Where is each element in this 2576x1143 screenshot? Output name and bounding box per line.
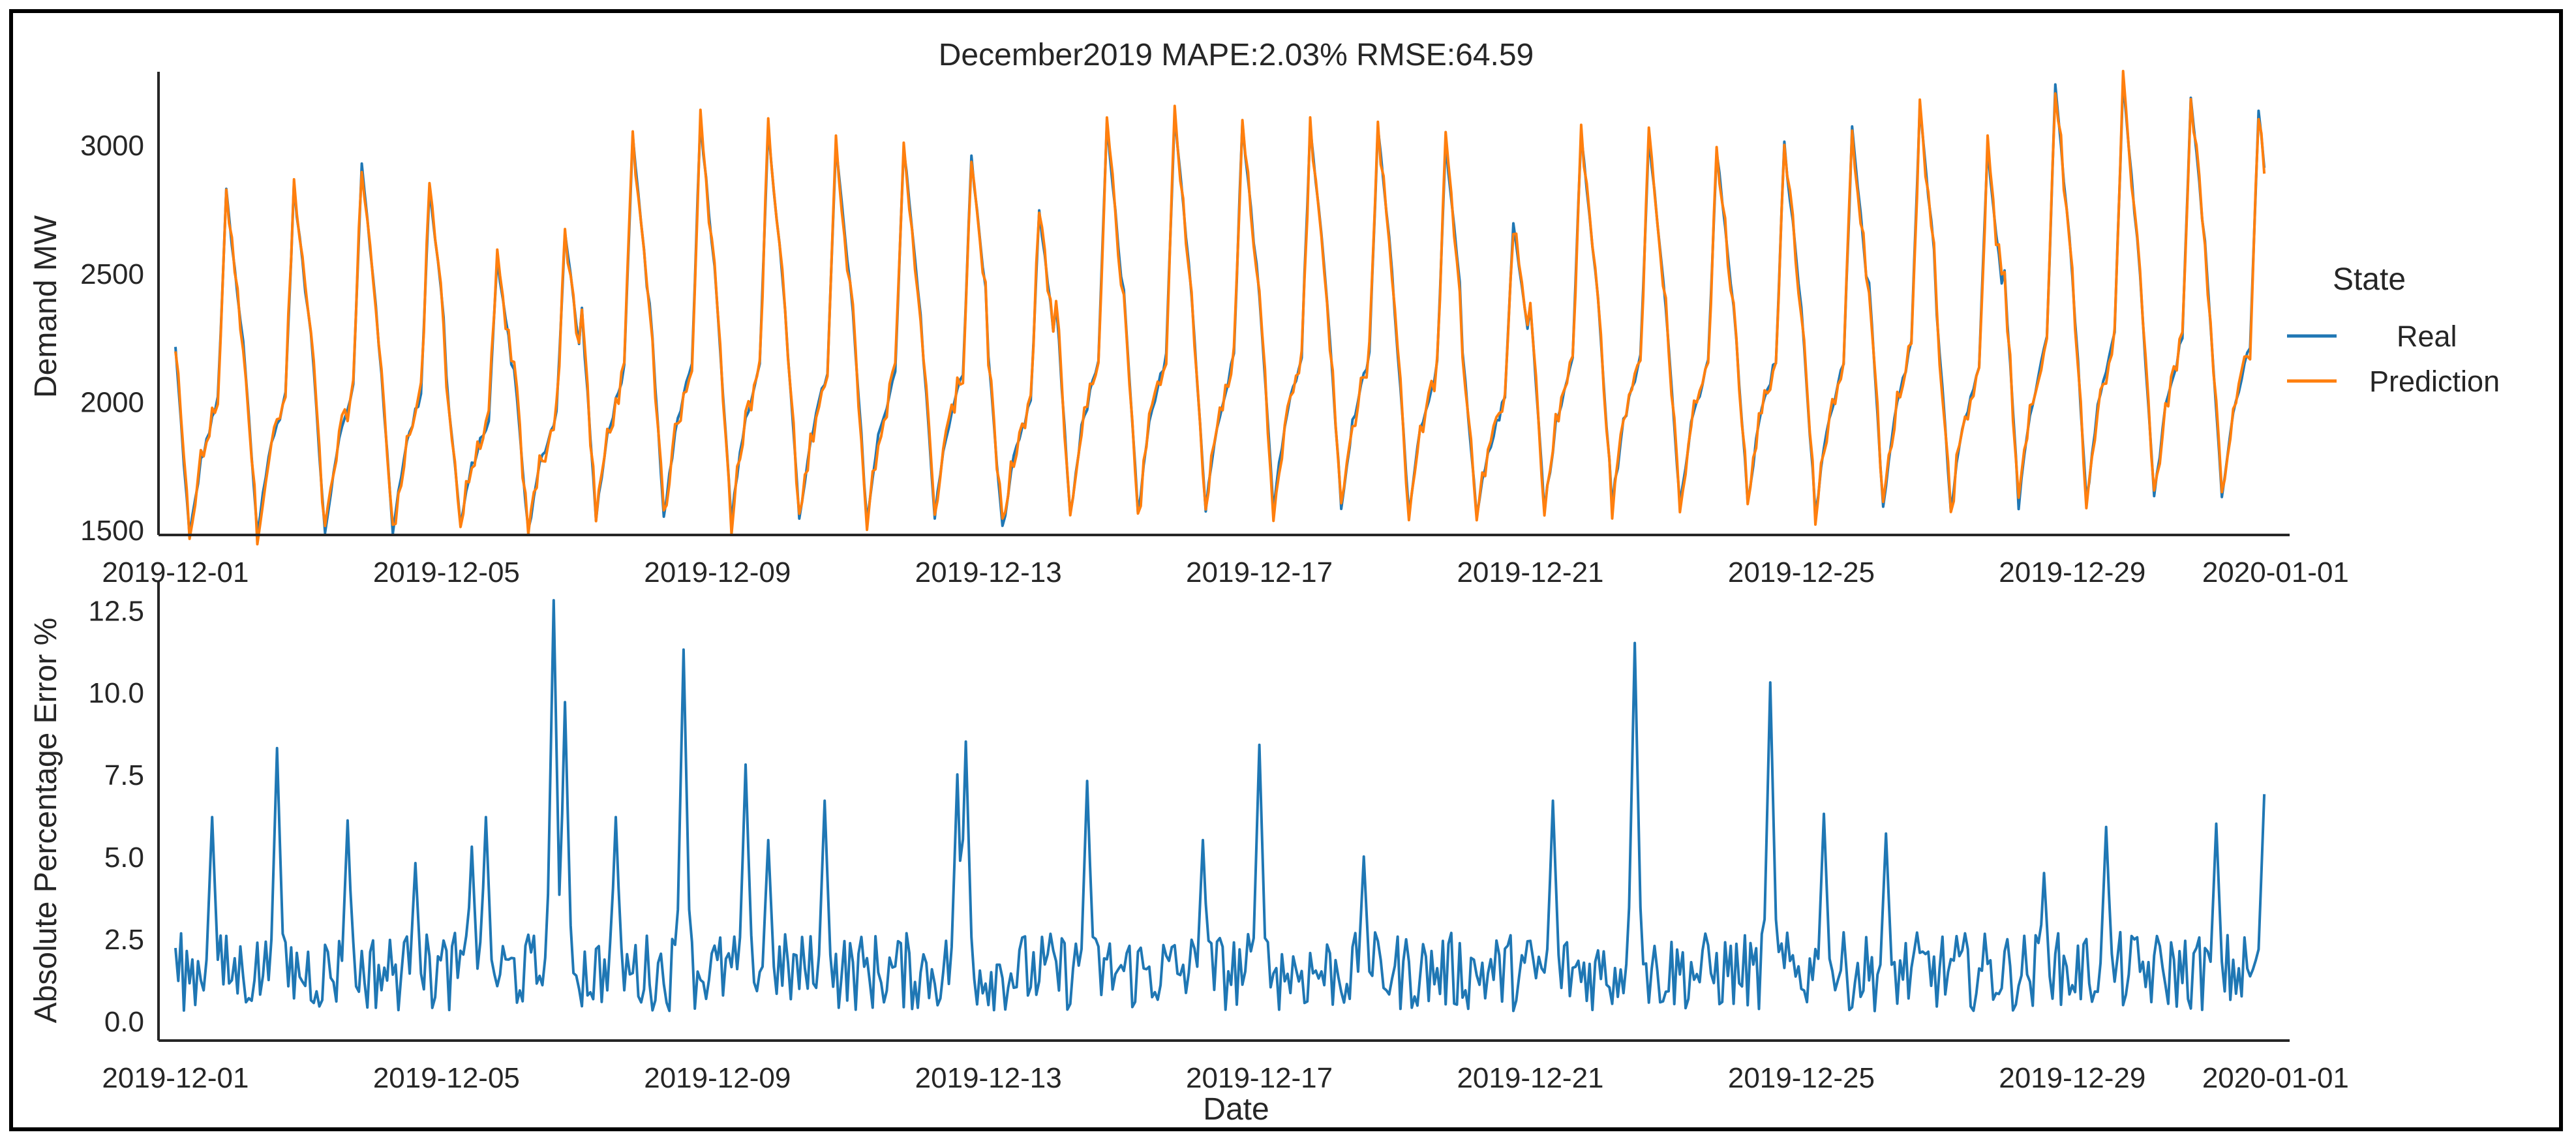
series-line-ape: [174, 599, 2266, 1013]
bottom-x-tick-label: 2019-12-21: [1457, 1062, 1603, 1094]
top-x-tick-label: 2020-01-01: [2202, 556, 2349, 588]
top-x-tick-label: 2019-12-13: [915, 556, 1062, 588]
bottom-x-tick-label: 2019-12-01: [102, 1062, 249, 1094]
bottom-chart: 0.0 2.5 5.0 7.5 10.0 12.5 2019-12-01 2019-12-05…: [29, 581, 2349, 1127]
legend-title: State: [2333, 262, 2406, 297]
bottom-y-tick-label: 12.5: [88, 595, 144, 627]
bottom-x-axis-label: Date: [1203, 1092, 1269, 1127]
series-line-real: [174, 78, 2266, 537]
bottom-x-tick-label: 2019-12-13: [915, 1062, 1062, 1094]
bottom-y-tick-label: 5.0: [104, 842, 144, 874]
figure-canvas: December2019 MAPE:2.03% RMSE:64.59 1500 2…: [29, 38, 2500, 1127]
top-y-axis-label: Demand MW: [29, 215, 63, 398]
top-x-tick-label: 2019-12-29: [1999, 556, 2145, 588]
bottom-x-tick-label: 2019-12-25: [1728, 1062, 1875, 1094]
top-x-tick-label: 2019-12-01: [102, 556, 249, 588]
bottom-y-tick-label: 2.5: [104, 924, 144, 956]
top-y-tick-label: 3000: [80, 130, 144, 162]
bottom-x-tick-label: 2019-12-29: [1999, 1062, 2145, 1094]
bottom-x-tick-label: 2019-12-17: [1186, 1062, 1333, 1094]
top-chart: 1500 2000 2500 3000 2019-12-01 2019-12-05 2019…: [29, 70, 2349, 588]
bottom-x-tick-label: 2019-12-05: [373, 1062, 520, 1094]
top-y-tick-label: 1500: [80, 515, 144, 547]
bottom-series-lines: [174, 599, 2266, 1013]
top-x-tick-label: 2019-12-05: [373, 556, 520, 588]
top-axes: 1500 2000 2500 3000 2019-12-01 2019-12-05 2019…: [80, 72, 2349, 588]
bottom-y-tick-label: 7.5: [104, 759, 144, 791]
figure-title: December2019 MAPE:2.03% RMSE:64.59: [939, 38, 1534, 72]
bottom-x-tick-label: 2020-01-01: [2202, 1062, 2349, 1094]
top-series-lines: [174, 70, 2266, 546]
bottom-x-tick-label: 2019-12-09: [644, 1062, 791, 1094]
top-y-tick-label: 2000: [80, 387, 144, 419]
legend-entry-real: Real: [2397, 320, 2457, 353]
bottom-axes: 0.0 2.5 5.0 7.5 10.0 12.5 2019-12-01 2019-12-05…: [88, 581, 2349, 1094]
top-x-tick-label: 2019-12-09: [644, 556, 791, 588]
legend-entry-prediction: Prediction: [2369, 365, 2500, 398]
top-x-tick-label: 2019-12-21: [1457, 556, 1603, 588]
legend: State Real Prediction: [2287, 262, 2500, 398]
bottom-y-axis-label: Absolute Percentage Error %: [29, 618, 63, 1024]
top-y-tick-label: 2500: [80, 258, 144, 290]
bottom-y-tick-label: 10.0: [88, 677, 144, 709]
figure-frame: December2019 MAPE:2.03% RMSE:64.59 1500 2…: [9, 9, 2563, 1131]
top-x-tick-label: 2019-12-17: [1186, 556, 1333, 588]
bottom-y-tick-label: 0.0: [104, 1006, 144, 1038]
top-x-tick-label: 2019-12-25: [1728, 556, 1875, 588]
series-line-prediction: [174, 70, 2266, 546]
